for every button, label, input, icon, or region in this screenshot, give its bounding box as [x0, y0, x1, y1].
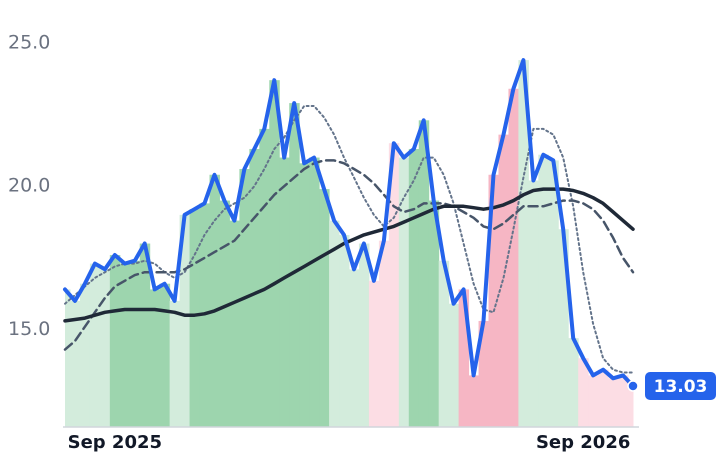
last-value-badge	[645, 372, 716, 401]
regime-area	[309, 157, 320, 427]
regime-area	[508, 88, 519, 428]
regime-area	[209, 174, 220, 427]
regime-area	[99, 269, 111, 427]
regime-area	[139, 243, 151, 427]
regime-area	[488, 174, 499, 427]
x-tick-label: Sep 2026	[536, 432, 630, 453]
regime-area	[119, 263, 131, 427]
series-line	[63, 187, 635, 323]
regime-area	[179, 214, 191, 427]
regime-area	[269, 80, 280, 428]
regime-area	[378, 240, 390, 427]
regime-area	[548, 160, 559, 428]
regime-area	[89, 263, 101, 427]
regime-area	[538, 154, 549, 428]
regime-area	[558, 229, 569, 427]
regime-area	[339, 234, 350, 427]
series-line	[63, 58, 635, 388]
regime-area	[518, 60, 529, 427]
regime-area	[109, 255, 121, 427]
regime-area	[608, 378, 619, 427]
regime-area	[159, 283, 171, 427]
regime-area	[618, 375, 629, 427]
regime-area	[438, 260, 450, 427]
regime-area	[428, 200, 440, 427]
regime-area	[79, 283, 91, 427]
regime-area	[418, 120, 430, 427]
regime-area	[319, 189, 330, 427]
regime-area	[279, 157, 290, 427]
regime-area	[259, 128, 270, 427]
regime-area	[398, 157, 410, 427]
regime-area	[388, 143, 400, 428]
y-tick-label: 25.0	[8, 31, 50, 53]
regime-area	[468, 375, 480, 427]
regime-area	[478, 320, 490, 427]
series-line	[64, 105, 634, 374]
regime-area	[598, 369, 609, 427]
last-value-label: 13.03	[654, 377, 708, 397]
regime-area	[358, 243, 370, 427]
last-point	[627, 380, 639, 392]
regime-area	[229, 220, 240, 427]
regime-area	[69, 300, 81, 427]
regime-area	[299, 163, 310, 427]
regime-area	[578, 358, 589, 427]
series-line	[63, 159, 635, 351]
regime-area	[189, 209, 201, 427]
y-tick-label: 20.0	[8, 175, 50, 197]
regime-area	[289, 103, 300, 427]
regime-area	[149, 289, 161, 427]
regime-area	[458, 289, 470, 427]
regime-area	[219, 200, 230, 427]
regime-area	[408, 148, 420, 428]
regime-area	[628, 386, 634, 427]
regime-area	[349, 269, 360, 427]
regime-area	[169, 300, 181, 427]
regime-area	[329, 220, 340, 427]
regime-area	[588, 375, 599, 427]
x-tick-label: Sep 2025	[68, 432, 162, 453]
regime-area	[448, 303, 460, 427]
regime-area	[568, 338, 579, 427]
regime-area	[528, 180, 539, 427]
regime-area	[368, 280, 380, 427]
regime-area	[498, 134, 509, 427]
regime-area	[129, 260, 141, 427]
regime-area	[65, 289, 71, 427]
y-tick-label: 15.0	[8, 318, 50, 340]
regime-area	[249, 148, 260, 428]
